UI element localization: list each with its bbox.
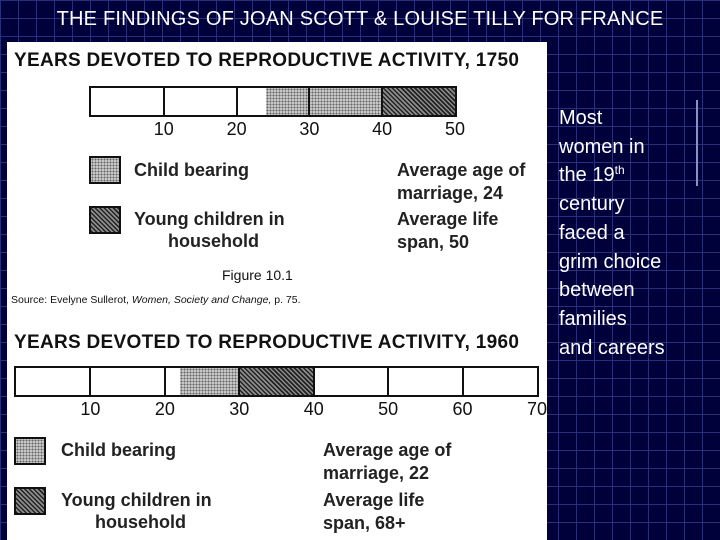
side-text-line: and careers xyxy=(559,336,665,359)
slide-title: THE FINDINGS OF JOAN SCOTT & LOUISE TILL… xyxy=(56,8,664,30)
legend-young-children-label-4: household xyxy=(95,512,186,532)
side-text-line: between xyxy=(559,279,635,302)
legend-young-children-swatch xyxy=(89,206,121,234)
figure1-young-children-span xyxy=(382,88,455,115)
figure-caption: Figure 10.1 xyxy=(222,267,293,283)
side-text-line: families xyxy=(559,307,627,330)
figure1-tick-label: 40 xyxy=(372,119,393,139)
figure2-tick-label: 70 xyxy=(526,399,548,419)
figure2-cell-divider xyxy=(387,368,390,395)
legend-child-bearing-swatch-2 xyxy=(14,437,46,465)
legend-child-bearing-label-2: Child bearing xyxy=(61,440,177,460)
figure-panel: YEARS DEVOTED TO REPRODUCTIVE ACTIVITY, … xyxy=(7,42,547,540)
legend-young-children-label-3: Young children in xyxy=(61,490,212,510)
source-author: Evelyne Sullerot, xyxy=(50,294,129,306)
decorative-rule xyxy=(696,100,698,186)
figure2-cell-divider xyxy=(312,368,315,395)
figure1-child-bearing-span xyxy=(265,88,383,115)
marriage-age-note-4: marriage, 22 xyxy=(323,463,430,483)
figure2-cell-divider xyxy=(163,368,166,395)
source-citation: Source: Evelyne Sullerot, Women, Society… xyxy=(11,294,301,306)
figure2-tick-label: 40 xyxy=(303,399,324,419)
figure1-cell-divider xyxy=(162,88,165,115)
life-span-note-2: span, 50 xyxy=(397,232,470,252)
legend-young-children-label-2: household xyxy=(168,231,259,251)
side-text: Most women in the 19th century faced a g… xyxy=(559,104,709,362)
legend-young-children-swatch-2 xyxy=(14,487,46,515)
legend-child-bearing-label: Child bearing xyxy=(134,160,250,180)
figure2-cell-divider xyxy=(89,368,92,395)
figure1-bar xyxy=(89,86,457,117)
figure1-tick-label: 10 xyxy=(153,119,174,139)
legend-young-children-label-1: Young children in xyxy=(134,209,285,229)
figure1-cell-divider xyxy=(308,88,311,115)
figure2-cell-divider xyxy=(238,368,241,395)
source-work: Women, Society and Change, xyxy=(131,294,272,306)
figure2-title: YEARS DEVOTED TO REPRODUCTIVE ACTIVITY, … xyxy=(14,332,520,353)
side-text-ordinal: th xyxy=(614,163,625,178)
life-span-note-1: Average life xyxy=(397,209,499,229)
marriage-age-note-3: Average age of xyxy=(323,440,452,460)
figure2-tick-label: 10 xyxy=(80,399,101,419)
side-text-line: faced a xyxy=(559,221,625,244)
figure2-young-children-span xyxy=(239,368,314,395)
life-span-note-4: span, 68+ xyxy=(323,513,406,533)
side-text-line: century xyxy=(559,193,625,216)
figure2-cell-divider xyxy=(461,368,464,395)
figure2-tick-label: 50 xyxy=(378,399,399,419)
figure2-child-bearing-span xyxy=(179,368,240,395)
figure1-tick-label: 30 xyxy=(299,119,320,139)
legend-child-bearing-swatch xyxy=(89,156,121,184)
figure2-tick-label: 60 xyxy=(452,399,473,419)
side-text-line: women in xyxy=(559,135,645,158)
figure2-bar xyxy=(14,366,539,397)
figure2-tick-label: 20 xyxy=(154,399,175,419)
side-text-line: grim choice xyxy=(559,250,662,273)
figure1-title: YEARS DEVOTED TO REPRODUCTIVE ACTIVITY, … xyxy=(14,50,520,71)
side-text-line: Most xyxy=(559,107,603,129)
figure1-cell-divider xyxy=(381,88,384,115)
marriage-age-note-2: marriage, 24 xyxy=(397,183,504,203)
figure1-cell-divider xyxy=(235,88,238,115)
figure1-tick-label: 50 xyxy=(444,119,466,139)
side-text-line: the 19th xyxy=(559,161,709,190)
side-text-century: the 19 xyxy=(559,164,615,187)
figure2-tick-label: 30 xyxy=(229,399,250,419)
figure1-tick-label: 20 xyxy=(226,119,247,139)
source-label: Source: xyxy=(11,294,48,306)
marriage-age-note-1: Average age of xyxy=(397,160,526,180)
life-span-note-3: Average life xyxy=(323,490,425,510)
source-page: p. 75. xyxy=(274,294,301,306)
